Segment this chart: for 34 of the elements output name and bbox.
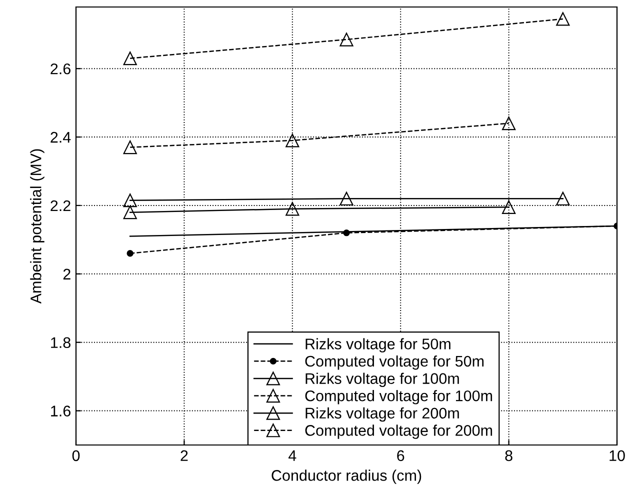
point (343, 230, 350, 236)
x-tick-label: 2 (180, 450, 188, 461)
point (502, 200, 516, 214)
x-axis-title: Conductor radius (cm) (272, 470, 422, 484)
y-axis-title: Ambeint potential (MV) (30, 149, 44, 304)
point (556, 192, 570, 206)
y-tick-label: 1.6 (51, 406, 70, 416)
x-tick-label: 8 (505, 450, 512, 462)
legend-label: Computed voltage for 50m (305, 355, 484, 370)
legend-label: Rizks voltage for 50m (306, 338, 450, 352)
point (123, 206, 137, 220)
legend-label: Rizks voltage for 100m (306, 372, 459, 387)
point (123, 140, 137, 154)
legend-label: Computed voltage for 200m (305, 424, 492, 439)
point (286, 134, 300, 148)
y-tick-label: 2 (63, 268, 70, 280)
point (502, 116, 516, 130)
x-tick-label: 4 (288, 450, 296, 461)
point (340, 192, 354, 206)
point (123, 194, 137, 208)
x-tick-label: 6 (397, 450, 404, 462)
y-tick-label: 1.8 (51, 337, 70, 348)
point (340, 32, 354, 46)
x-tick-label: 10 (610, 450, 625, 462)
point (123, 52, 137, 66)
y-tick-label: 2.2 (50, 200, 70, 212)
x-tick-label: 0 (72, 450, 80, 462)
y-tick-label: 2.6 (50, 63, 70, 74)
point (556, 12, 570, 26)
point (126, 250, 134, 257)
point (286, 202, 300, 216)
legend-label: Rizks voltage for 200m (306, 407, 459, 422)
y-tick-label: 2.4 (50, 132, 71, 143)
legend-label: Computed voltage for 100m (305, 390, 492, 404)
